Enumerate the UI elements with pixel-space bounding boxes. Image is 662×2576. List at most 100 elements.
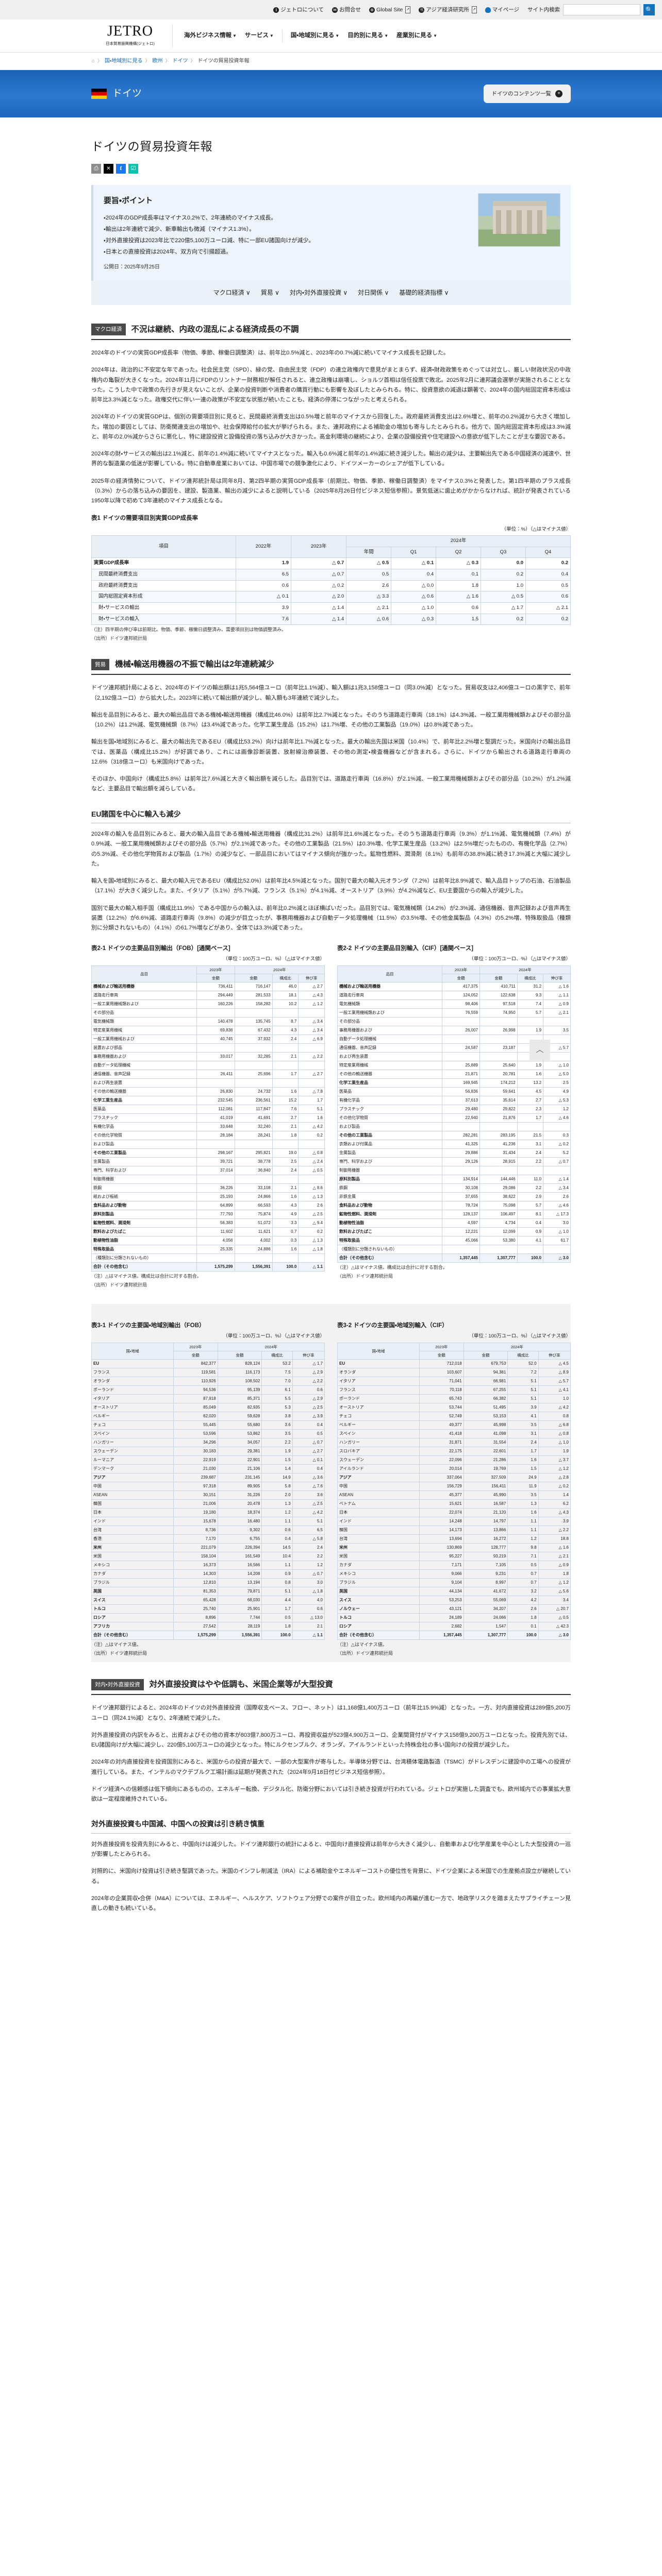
th-q1: Q1 (391, 546, 437, 558)
breadcrumb-item-europe[interactable]: 欧州 (152, 58, 163, 64)
row-label: 化学工業生産品 (91, 1096, 197, 1106)
cell-value: 3.1 (507, 1429, 539, 1439)
cell-value: 0.7 (507, 1569, 539, 1579)
row-label: カナダ (337, 1561, 420, 1570)
table22-note: （注）△はマイナス値。構成比は合計に対する割合。 (337, 1265, 448, 1270)
chevron-down-icon: ∨ (444, 289, 449, 296)
table-row: 食料品および動物 64,899 66,593 4.3 2.6 (91, 1201, 325, 1211)
utility-link-about[interactable]: i ジェトロについて (273, 5, 324, 14)
cell-value: △ 0.7 (292, 1569, 325, 1579)
cell-value: 5.2 (543, 1148, 571, 1158)
cell-value: 1.1 (507, 1517, 539, 1527)
breadcrumb-separator: 〉 (97, 58, 103, 63)
cell-value: 93,219 (463, 1552, 508, 1562)
paragraph: 2024年の対内直接投資を投資国別にみると、米国からの投資が最大で、一部の大型案… (91, 1759, 571, 1775)
row-label: その他の工業製品 (337, 1131, 443, 1141)
row-label: インド (91, 1517, 174, 1527)
table-row: 動植物性油脂 4,056 4,002 0.3 △ 1.3 (91, 1236, 325, 1246)
table22-source: （出所）ドイツ連邦統計局 (337, 1273, 393, 1279)
row-label: 米州 (91, 1543, 174, 1553)
nav-by-industry[interactable]: 産業別に見る ▼ (396, 32, 438, 39)
utility-link-global-site[interactable]: ◍ Global Site ↗ (369, 5, 411, 14)
th-commodity: 品目 (91, 965, 197, 983)
cell-value: 281,533 (234, 991, 273, 1001)
search-icon[interactable]: 🔍 (643, 4, 655, 15)
nav-by-purpose[interactable]: 目的別に見る ▼ (347, 32, 389, 39)
print-icon[interactable]: ⎙ (91, 164, 101, 174)
table-row: その他化学物質 22,940 21,876 1.7 △ 4.6 (337, 1113, 571, 1123)
cell-value: △ 13.0 (292, 1613, 325, 1623)
cell-value: 20,014 (419, 1464, 464, 1474)
cell-value: 169,945 (442, 1078, 480, 1088)
cell-value: 30,151 (173, 1490, 218, 1500)
utility-link-mypage[interactable]: マイページ (485, 5, 519, 14)
table-row: オーストリア 85,049 82,935 5.3 △ 2.5 (91, 1403, 325, 1413)
section-nav-macro[interactable]: マクロ経済 ∨ (213, 289, 251, 296)
nav-divider (282, 29, 283, 43)
cell-value: △ 5.7 (538, 1377, 571, 1386)
table-row: ロシア 8,896 7,744 0.5 △ 13.0 (91, 1613, 325, 1623)
cell-value: 26,007 (442, 1026, 480, 1036)
section-nav-trade[interactable]: 貿易 ∨ (260, 289, 279, 296)
facebook-icon[interactable]: f (116, 164, 126, 174)
breadcrumb-item-country[interactable]: 国・地域別に見る (105, 58, 143, 64)
paragraph: 輸出を国・地域別にみると、最大の輸出先であるEU（構成比53.2%）向けは前年比… (91, 739, 571, 765)
row-label: 特殊取扱品 (337, 1236, 443, 1246)
table21-unit: （単位：100万ユーロ、%）（△はマイナス値） (223, 956, 325, 962)
nav-services[interactable]: サービス ▼ (244, 32, 274, 39)
row-label: ノルウェー (337, 1604, 420, 1614)
row-label: 道路走行車両 (91, 991, 197, 1001)
cell-value: 100.0 (517, 1253, 544, 1263)
row-label: ASEAN (91, 1490, 174, 1500)
chevron-down-icon: ∨ (275, 289, 279, 296)
table-row: 専門、科学および 29,126 28,915 2.2 △ 0.7 (337, 1157, 571, 1167)
cell-value: 3.3 (272, 1218, 299, 1228)
cell-value: △ 2.5 (292, 1403, 325, 1413)
th-growth: 伸び率 (298, 974, 325, 983)
cell-value: 4,056 (196, 1236, 235, 1246)
breadcrumb-item-germany[interactable]: ドイツ (172, 58, 188, 64)
cell-value: 1,575,299 (173, 1631, 218, 1640)
cell-value (272, 1140, 299, 1149)
table-row: その部分品 (91, 1008, 325, 1018)
table-row: EU 712,018 679,753 52.0 △ 4.5 (337, 1359, 571, 1369)
cell-value (442, 1052, 480, 1062)
nav-by-country[interactable]: 国・地域別に見る ▼ (290, 32, 340, 39)
cell-value: 0.6 (261, 1526, 293, 1535)
x-twitter-icon[interactable]: ✕ (104, 164, 113, 174)
cell-value: 2.7 (272, 1113, 299, 1123)
jetro-logo[interactable]: JETRO 日本貿易振興機構(ジェトロ) (95, 24, 173, 47)
table-row: スペイン 53,596 53,862 3.5 0.5 (91, 1429, 325, 1439)
cell-value: 8,997 (463, 1578, 508, 1588)
cell-value: 156,411 (463, 1482, 508, 1492)
cell-value: 9.3 (517, 991, 544, 1001)
cell-value: 1.5 (261, 1455, 293, 1465)
cell-value: 4.4 (261, 1596, 293, 1605)
paragraph: 2024年のドイツの実質GDP成長率（物価、季節、稼働日調整済）は、前年比0.5… (91, 350, 449, 357)
table31-source: （出所）ドイツ連邦統計局 (91, 1650, 147, 1656)
th-2024: 2024年 (346, 535, 571, 547)
search-input[interactable] (563, 4, 640, 15)
contents-list-button[interactable]: ドイツのコンテンツ一覧 + (483, 84, 571, 103)
cell-value: 16,480 (217, 1517, 262, 1527)
row-label: 財・サービスの輸入 (91, 613, 236, 625)
section-nav-fdi[interactable]: 対内・対外直接投資 ∨ (289, 289, 348, 296)
cell-value: △ 2.7 (298, 982, 325, 992)
cell-value: 0.8 (261, 1578, 293, 1588)
cell-value (442, 1035, 480, 1044)
utility-link-ide[interactable]: 卂 アジア経済研究所 ↗ (419, 5, 477, 14)
cell-value: △ 2.1 (538, 1552, 571, 1562)
utility-link-contact[interactable]: ✉ お問合せ (332, 5, 361, 14)
cell-value: 22,096 (419, 1455, 464, 1465)
table-row: オランダ 103,607 94,381 7.2 △ 8.9 (337, 1368, 571, 1378)
back-to-top-button[interactable]: ︿ (529, 1040, 550, 1060)
nav-overseas-business[interactable]: 海外ビジネス情報 ▼ (184, 32, 237, 39)
line-icon[interactable]: ☑ (128, 164, 138, 174)
cell-value: 31,554 (463, 1438, 508, 1448)
section-nav-indicators[interactable]: 基礎的経済指標 ∨ (399, 289, 449, 296)
cell-value: 59,641 (479, 1087, 518, 1097)
row-label: 電気機械類 (91, 1017, 197, 1027)
home-icon[interactable]: ⌂ (92, 58, 95, 64)
section-nav-japan[interactable]: 対日関係 ∨ (358, 289, 389, 296)
cell-value: 3.5 (507, 1490, 539, 1500)
